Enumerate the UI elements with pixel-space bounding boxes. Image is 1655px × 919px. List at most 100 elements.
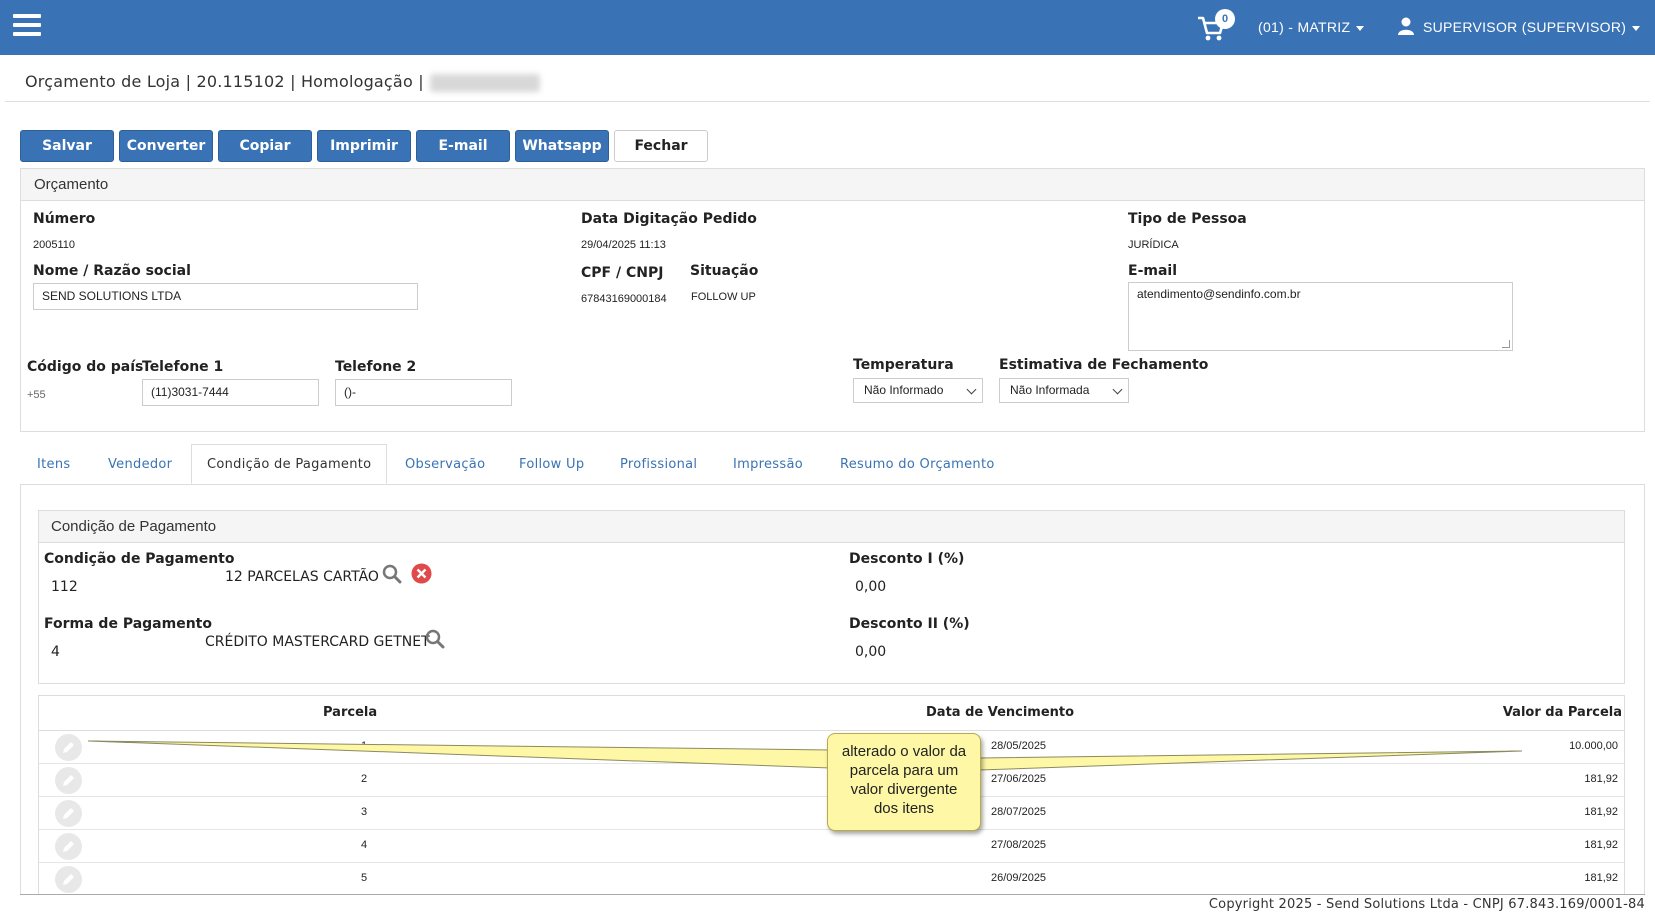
- top-bar: 0 (01) - MATRIZ SUPERVISOR (SUPERVISOR): [0, 0, 1655, 55]
- vencimento-cell: 28/07/2025: [991, 806, 1047, 818]
- telefone2-label: Telefone 2: [335, 359, 417, 375]
- branch-selector[interactable]: (01) - MATRIZ: [1258, 19, 1365, 35]
- tabs-divider: [20, 484, 1645, 485]
- condicao-pagamento-panel: Condição de Pagamento Condição de Pagame…: [38, 510, 1625, 684]
- table-header-divider: [39, 730, 1624, 731]
- tab-impressao[interactable]: Impressão: [733, 457, 803, 472]
- email-button[interactable]: E-mail: [416, 130, 510, 162]
- valor-cell: 181,92: [1584, 773, 1618, 785]
- tab-condicao-pagamento[interactable]: Condição de Pagamento: [191, 444, 388, 484]
- tab-profissional[interactable]: Profissional: [620, 457, 698, 472]
- email-value: atendimento@sendinfo.com.br: [1137, 287, 1301, 301]
- callout-line-1: alterado o valor da: [841, 743, 967, 760]
- page-title: Orçamento de Loja | 20.115102 | Homologa…: [25, 72, 540, 92]
- vencimento-cell: 28/05/2025: [991, 740, 1047, 752]
- cart-count-badge: 0: [1215, 9, 1235, 29]
- estimativa-value: Não Informada: [1010, 383, 1090, 397]
- desconto2-value[interactable]: 0,00: [855, 644, 887, 660]
- telefone2-input[interactable]: ()-: [335, 379, 512, 406]
- search-icon[interactable]: [425, 629, 445, 649]
- user-label: SUPERVISOR (SUPERVISOR): [1423, 19, 1627, 35]
- condicao-desc: 12 PARCELAS CARTÃO: [225, 569, 379, 585]
- valor-cell: 181,92: [1584, 839, 1618, 851]
- tab-itens[interactable]: Itens: [37, 457, 71, 472]
- data-digitacao-value: 29/04/2025 11:13: [581, 239, 666, 251]
- edit-button[interactable]: [55, 800, 82, 827]
- estimativa-select[interactable]: Não Informada: [999, 378, 1129, 403]
- copy-button[interactable]: Copiar: [218, 130, 312, 162]
- temperatura-select[interactable]: Não Informado: [853, 378, 983, 403]
- codigo-pais-label: Código do país: [27, 359, 144, 375]
- tipo-pessoa-value: JURÍDICA: [1128, 239, 1179, 251]
- vencimento-cell: 26/09/2025: [991, 872, 1047, 884]
- tipo-pessoa-label: Tipo de Pessoa: [1128, 211, 1247, 227]
- tab-resumo-orcamento[interactable]: Resumo do Orçamento: [840, 457, 995, 472]
- table-row: 5 26/09/2025 181,92: [39, 863, 1624, 894]
- divider: [5, 101, 1650, 102]
- parcela-cell: 4: [361, 839, 368, 851]
- edit-button[interactable]: [55, 767, 82, 794]
- parcela-cell: 1: [361, 740, 368, 752]
- menu-icon[interactable]: [13, 14, 41, 36]
- close-button[interactable]: Fechar: [614, 130, 708, 162]
- table-row: 4 27/08/2025 181,92: [39, 830, 1624, 863]
- annotation-callout: alterado o valor da parcela para um valo…: [827, 733, 981, 831]
- chevron-down-icon: [1356, 25, 1365, 31]
- nome-input[interactable]: SEND SOLUTIONS LTDA: [33, 283, 418, 310]
- tab-content: [20, 484, 1645, 894]
- chevron-down-icon: [1112, 384, 1123, 395]
- orcamento-panel: Orçamento Número 2005110 Data Digitação …: [20, 168, 1645, 432]
- edit-button[interactable]: [55, 866, 82, 893]
- vencimento-cell: 27/06/2025: [991, 773, 1047, 785]
- pencil-icon: [63, 808, 74, 819]
- condicao-label: Condição de Pagamento: [44, 551, 235, 567]
- pencil-icon: [63, 775, 74, 786]
- temperatura-label: Temperatura: [853, 357, 954, 373]
- edit-button[interactable]: [55, 734, 82, 761]
- situacao-value: FOLLOW UP: [691, 291, 756, 303]
- footer-copyright: Copyright 2025 - Send Solutions Ltda - C…: [1208, 897, 1645, 912]
- telefone1-input[interactable]: (11)3031-7444: [142, 379, 319, 406]
- data-digitacao-label: Data Digitação Pedido: [581, 211, 757, 227]
- nome-label: Nome / Razão social: [33, 263, 191, 279]
- cpf-cnpj-value: 67843169000184: [581, 293, 667, 305]
- vencimento-cell: 27/08/2025: [991, 839, 1047, 851]
- forma-pagamento-label: Forma de Pagamento: [44, 616, 212, 632]
- print-button[interactable]: Imprimir: [317, 130, 411, 162]
- column-header-valor[interactable]: Valor da Parcela: [1502, 705, 1622, 720]
- cpf-cnpj-label: CPF / CNPJ: [581, 265, 664, 281]
- callout-line-2: parcela para um: [849, 762, 959, 779]
- whatsapp-button[interactable]: Whatsapp: [515, 130, 609, 162]
- column-header-vencimento[interactable]: Data de Vencimento: [926, 705, 1075, 720]
- tab-observacao[interactable]: Observação: [405, 457, 486, 472]
- parcela-cell: 3: [361, 806, 368, 818]
- numero-label: Número: [33, 211, 96, 227]
- footer-divider: [20, 894, 1645, 895]
- pencil-icon: [63, 874, 74, 885]
- save-button[interactable]: Salvar: [20, 130, 114, 162]
- callout-line-4: dos itens: [873, 800, 935, 817]
- email-label: E-mail: [1128, 263, 1178, 279]
- clear-icon[interactable]: [411, 563, 432, 584]
- user-menu[interactable]: SUPERVISOR (SUPERVISOR): [1423, 19, 1641, 35]
- convert-button[interactable]: Converter: [119, 130, 213, 162]
- desconto1-value[interactable]: 0,00: [855, 579, 887, 595]
- parcela-cell: 2: [361, 773, 368, 785]
- chevron-down-icon: [1632, 25, 1641, 31]
- tab-vendedor[interactable]: Vendedor: [108, 457, 173, 472]
- column-header-parcela[interactable]: Parcela: [323, 705, 378, 720]
- email-textarea[interactable]: atendimento@sendinfo.com.br: [1128, 282, 1513, 351]
- condicao-pagamento-title: Condição de Pagamento: [39, 511, 1624, 543]
- parcela-cell: 5: [361, 872, 368, 884]
- page-title-text: Orçamento de Loja | 20.115102 | Homologa…: [25, 72, 424, 91]
- numero-value: 2005110: [33, 239, 76, 251]
- pencil-icon: [63, 841, 74, 852]
- desconto2-label: Desconto II (%): [849, 616, 970, 632]
- blurred-text: [429, 73, 540, 92]
- desconto1-label: Desconto I (%): [849, 551, 965, 567]
- chevron-down-icon: [966, 384, 977, 395]
- search-icon[interactable]: [382, 564, 402, 584]
- resize-handle[interactable]: [1502, 340, 1510, 348]
- tab-follow-up[interactable]: Follow Up: [519, 457, 585, 472]
- edit-button[interactable]: [55, 833, 82, 860]
